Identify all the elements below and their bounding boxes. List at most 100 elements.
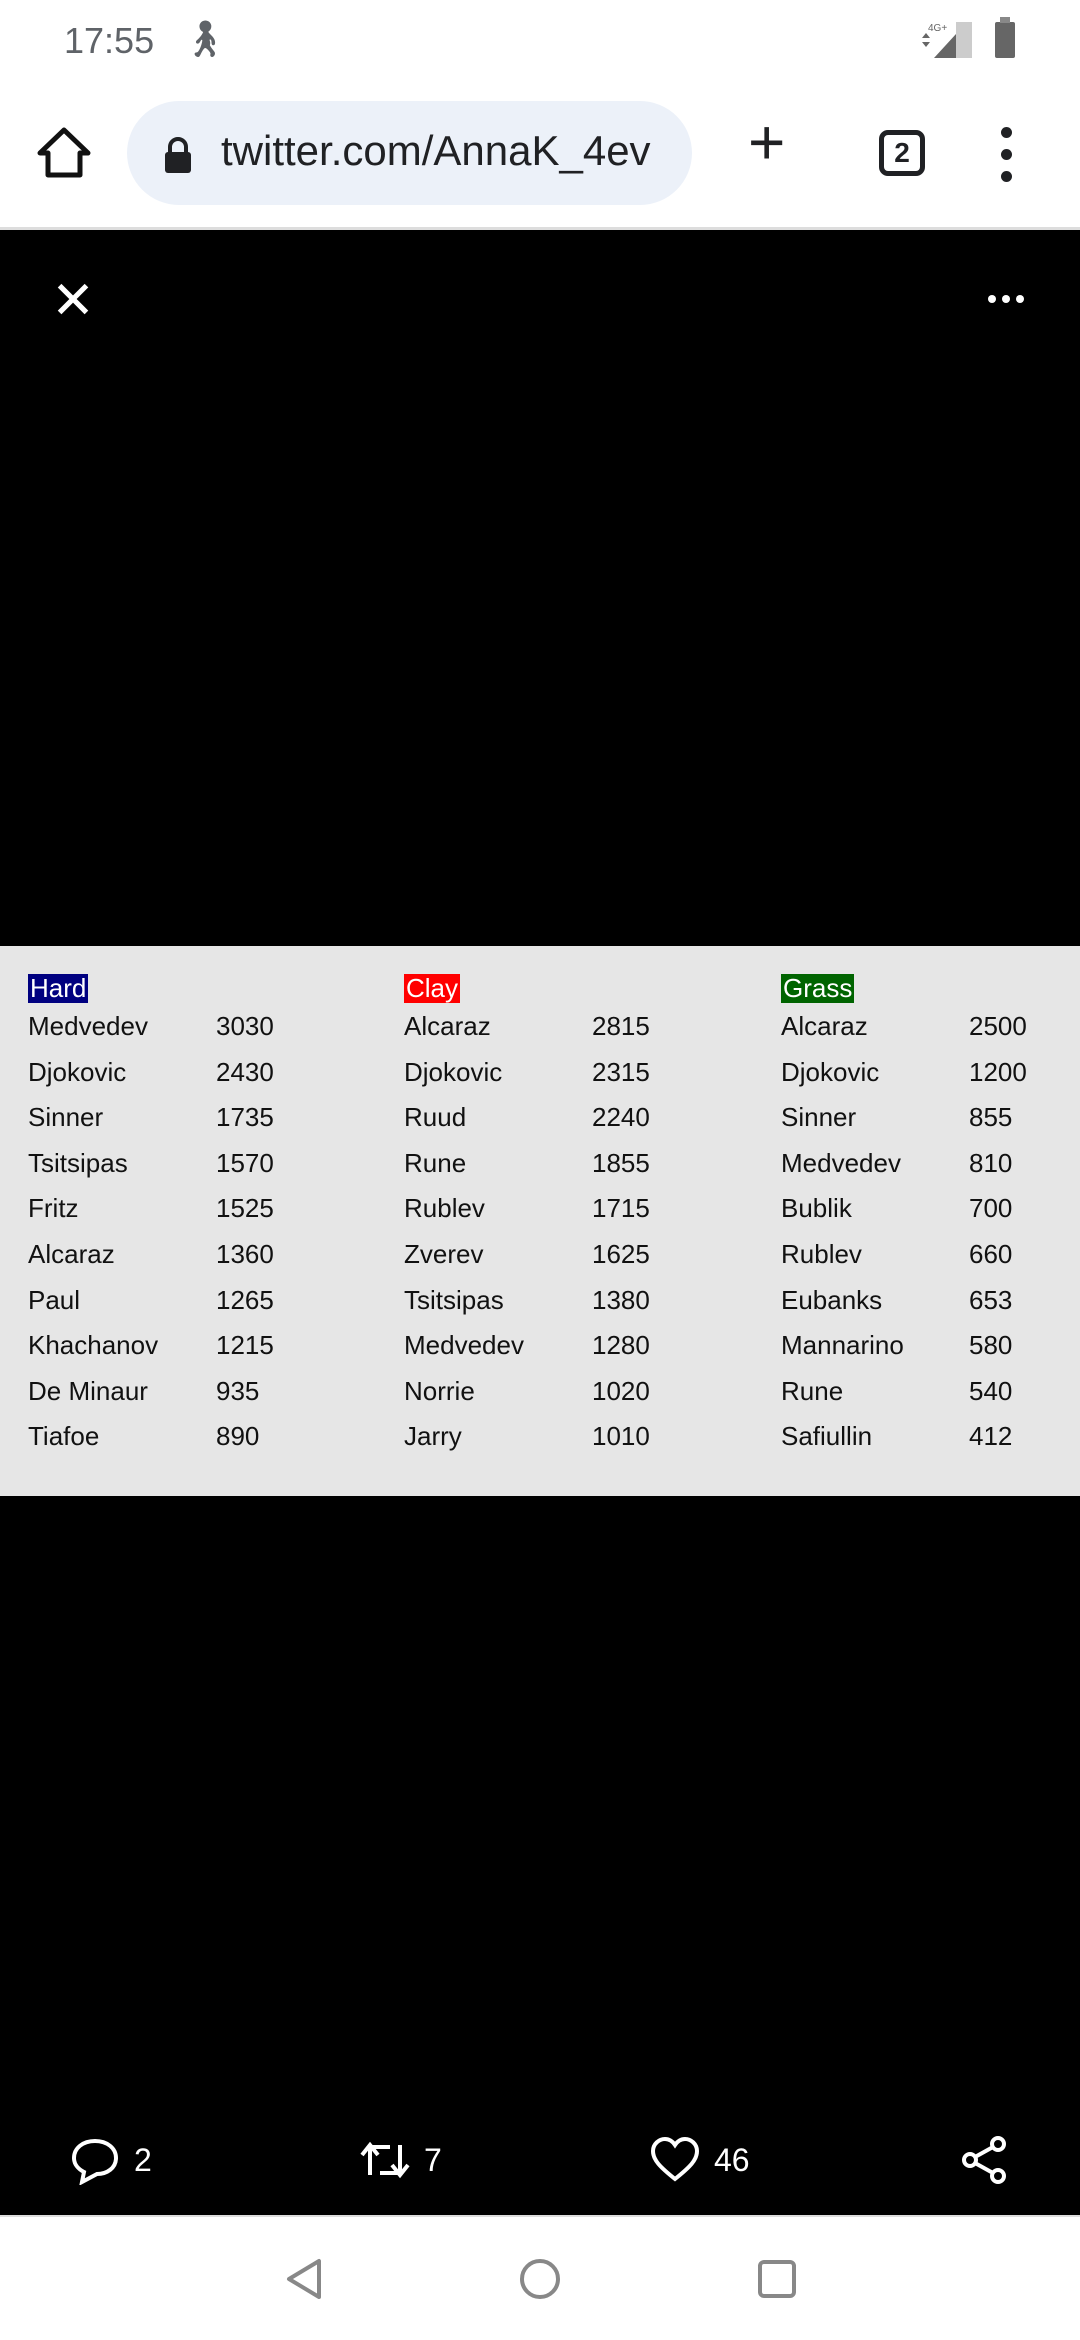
player-name: Safiullin [781, 1421, 873, 1452]
reply-count: 2 [134, 2141, 152, 2178]
table-row: Alcaraz 2500 [781, 1011, 1041, 1057]
player-name: Sinner [28, 1102, 104, 1133]
table-row: Fritz 1525 [28, 1193, 288, 1239]
tab-switcher-button[interactable]: 2 [879, 130, 925, 176]
close-icon[interactable]: ✕ [51, 272, 95, 330]
points-value: 1020 [592, 1375, 650, 1406]
table-row: Djokovic 2430 [28, 1057, 288, 1103]
player-name: Alcaraz [28, 1238, 115, 1269]
retweet-icon [360, 2141, 410, 2179]
points-value: 3030 [216, 1011, 274, 1041]
player-name: Jarry [404, 1421, 462, 1452]
recents-icon[interactable] [755, 2257, 799, 2301]
clock: 17:55 [64, 20, 155, 61]
table-row: Jarry 1010 [404, 1421, 664, 1467]
table-row: Medvedev 3030 [28, 1011, 288, 1057]
retweet-button[interactable]: 7 [360, 2130, 442, 2190]
browser-toolbar: twitter.com/AnnaK_4ev + 2 [0, 85, 1080, 230]
points-value: 412 [969, 1421, 1013, 1452]
table-row: Rublev 660 [781, 1239, 1041, 1285]
player-name: Alcaraz [781, 1011, 868, 1041]
column-header: Grass [781, 973, 855, 1003]
table-row: Ruud 2240 [404, 1102, 664, 1148]
points-value: 855 [969, 1102, 1013, 1133]
points-value: 1200 [969, 1056, 1027, 1087]
points-value: 2500 [969, 1011, 1027, 1041]
points-value: 1380 [592, 1284, 650, 1315]
player-name: De Minaur [28, 1375, 148, 1406]
points-value: 1215 [216, 1330, 274, 1361]
points-value: 1570 [216, 1147, 274, 1178]
player-name: Norrie [404, 1375, 475, 1406]
player-name: Medvedev [404, 1330, 524, 1361]
like-button[interactable]: 46 [650, 2130, 750, 2190]
table-row: Tiafoe 890 [28, 1421, 288, 1467]
more-options-icon[interactable] [985, 290, 1035, 310]
player-name: Medvedev [781, 1147, 901, 1178]
retweet-count: 7 [424, 2141, 442, 2178]
points-value: 2430 [216, 1056, 274, 1087]
player-name: Alcaraz [404, 1011, 491, 1041]
table-row: Rune 1855 [404, 1148, 664, 1194]
table-row: Khachanov 1215 [28, 1330, 288, 1376]
points-value: 1360 [216, 1238, 274, 1269]
player-name: Rublev [781, 1238, 862, 1269]
home-nav-icon[interactable] [518, 2257, 562, 2301]
system-nav-bar [0, 2215, 1080, 2340]
walking-icon: 🚶︎ [182, 18, 228, 59]
table-row: Mannarino 580 [781, 1330, 1041, 1376]
table-row: Medvedev 810 [781, 1148, 1041, 1194]
points-value: 540 [969, 1375, 1013, 1406]
player-name: Tsitsipas [404, 1284, 504, 1315]
player-name: Zverev [404, 1238, 484, 1269]
player-name: Khachanov [28, 1330, 159, 1361]
points-value: 935 [216, 1375, 260, 1406]
table-row: Bublik 700 [781, 1193, 1041, 1239]
url-text[interactable]: twitter.com/AnnaK_4ev [221, 127, 651, 174]
status-bar: 17:55 🚶︎ 4G+ [0, 0, 1080, 85]
browser-menu-button[interactable] [994, 127, 1018, 183]
points-value: 1625 [592, 1238, 650, 1269]
player-name: Medvedev [28, 1011, 148, 1041]
table-row: Sinner 1735 [28, 1102, 288, 1148]
like-count: 46 [714, 2141, 750, 2178]
player-name: Fritz [28, 1193, 79, 1224]
table-row: Tsitsipas 1380 [404, 1285, 664, 1331]
player-name: Djokovic [28, 1056, 127, 1087]
points-value: 1010 [592, 1421, 650, 1452]
share-icon [962, 2136, 1006, 2184]
surface-column-grass: Grass Alcaraz 2500 Djokovic 1200 Sinner 855 Med… [781, 974, 1041, 1467]
column-header: Clay [404, 973, 461, 1003]
table-row: Rune 540 [781, 1376, 1041, 1422]
reply-button[interactable]: 2 [70, 2130, 152, 2190]
player-name: Paul [28, 1284, 81, 1315]
table-row: Medvedev 1280 [404, 1330, 664, 1376]
table-row: Rublev 1715 [404, 1193, 664, 1239]
tweet-image: Hard Medvedev 3030 Djokovic 2430 Sinner 1735 Ts… [0, 946, 1080, 1496]
points-value: 2815 [592, 1011, 650, 1041]
back-icon[interactable] [283, 2257, 327, 2301]
address-bar[interactable]: twitter.com/AnnaK_4ev [127, 101, 692, 205]
player-name: Bublik [781, 1193, 852, 1224]
home-icon[interactable] [36, 125, 92, 181]
table-row: Norrie 1020 [404, 1376, 664, 1422]
player-name: Djokovic [404, 1056, 503, 1087]
table-row: Paul 1265 [28, 1285, 288, 1331]
points-value: 1735 [216, 1102, 274, 1133]
points-value: 1855 [592, 1147, 650, 1178]
tweet-actions: 2 7 46 [0, 2110, 1080, 2210]
table-row: Eubanks 653 [781, 1285, 1041, 1331]
new-tab-button[interactable]: + [748, 106, 786, 178]
share-button[interactable] [960, 2130, 1010, 2190]
player-name: Rublev [404, 1193, 485, 1224]
points-value: 700 [969, 1193, 1013, 1224]
table-row: Alcaraz 2815 [404, 1011, 664, 1057]
table-row: Zverev 1625 [404, 1239, 664, 1285]
player-name: Tiafoe [28, 1421, 100, 1452]
points-value: 1280 [592, 1330, 650, 1361]
surface-column-hard: Hard Medvedev 3030 Djokovic 2430 Sinner 1735 Ts… [28, 974, 288, 1467]
points-value: 2315 [592, 1056, 650, 1087]
table-row: De Minaur 935 [28, 1376, 288, 1422]
points-value: 2240 [592, 1102, 650, 1133]
table-row: Safiullin 412 [781, 1421, 1041, 1467]
